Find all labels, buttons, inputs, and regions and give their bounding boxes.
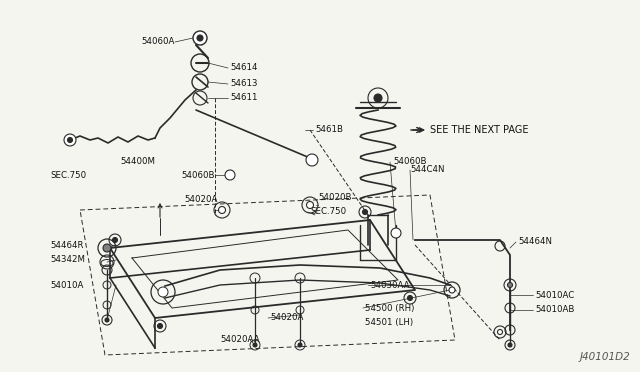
Text: 544C4N: 544C4N xyxy=(410,166,445,174)
Text: 54613: 54613 xyxy=(230,80,257,89)
Text: 54020A: 54020A xyxy=(270,314,303,323)
Circle shape xyxy=(225,170,235,180)
Circle shape xyxy=(193,31,207,45)
Circle shape xyxy=(508,343,512,347)
Text: 54342M: 54342M xyxy=(50,256,85,264)
Circle shape xyxy=(408,295,413,301)
Text: 54060A: 54060A xyxy=(141,38,175,46)
Text: 54500 (RH): 54500 (RH) xyxy=(365,304,414,312)
Circle shape xyxy=(158,287,168,297)
Circle shape xyxy=(103,244,111,252)
Circle shape xyxy=(449,287,455,293)
Text: 54464N: 54464N xyxy=(518,237,552,247)
Text: SEE THE NEXT PAGE: SEE THE NEXT PAGE xyxy=(430,125,529,135)
Text: 54611: 54611 xyxy=(230,93,257,103)
Circle shape xyxy=(374,94,382,102)
Circle shape xyxy=(362,209,367,215)
Circle shape xyxy=(253,343,257,347)
Circle shape xyxy=(218,206,225,214)
Text: 54501 (LH): 54501 (LH) xyxy=(365,317,413,327)
Text: SEC.750: SEC.750 xyxy=(310,208,346,217)
Text: 54614: 54614 xyxy=(230,64,257,73)
Text: 54010A: 54010A xyxy=(50,280,83,289)
Text: 54030AA: 54030AA xyxy=(370,280,410,289)
Circle shape xyxy=(157,324,163,328)
Circle shape xyxy=(306,154,318,166)
Text: 5461B: 5461B xyxy=(315,125,343,135)
Circle shape xyxy=(197,35,203,41)
Text: SEC.750: SEC.750 xyxy=(50,170,86,180)
Text: 54464R: 54464R xyxy=(50,241,83,250)
Text: 54020AA: 54020AA xyxy=(220,336,259,344)
Circle shape xyxy=(497,330,502,334)
Circle shape xyxy=(64,134,76,146)
Text: 54020A: 54020A xyxy=(184,196,218,205)
Text: 54060B: 54060B xyxy=(393,157,426,167)
Circle shape xyxy=(391,228,401,238)
Circle shape xyxy=(307,202,314,208)
Text: 54400M: 54400M xyxy=(120,157,155,167)
Text: 54010AB: 54010AB xyxy=(535,305,574,314)
Text: 54060B: 54060B xyxy=(182,170,215,180)
Text: 54010AC: 54010AC xyxy=(535,291,574,299)
Circle shape xyxy=(67,138,72,142)
Circle shape xyxy=(298,343,302,347)
Circle shape xyxy=(105,318,109,322)
Circle shape xyxy=(508,282,513,288)
Text: 54020B: 54020B xyxy=(318,193,351,202)
Text: J40101D2: J40101D2 xyxy=(579,352,630,362)
Circle shape xyxy=(113,237,118,243)
